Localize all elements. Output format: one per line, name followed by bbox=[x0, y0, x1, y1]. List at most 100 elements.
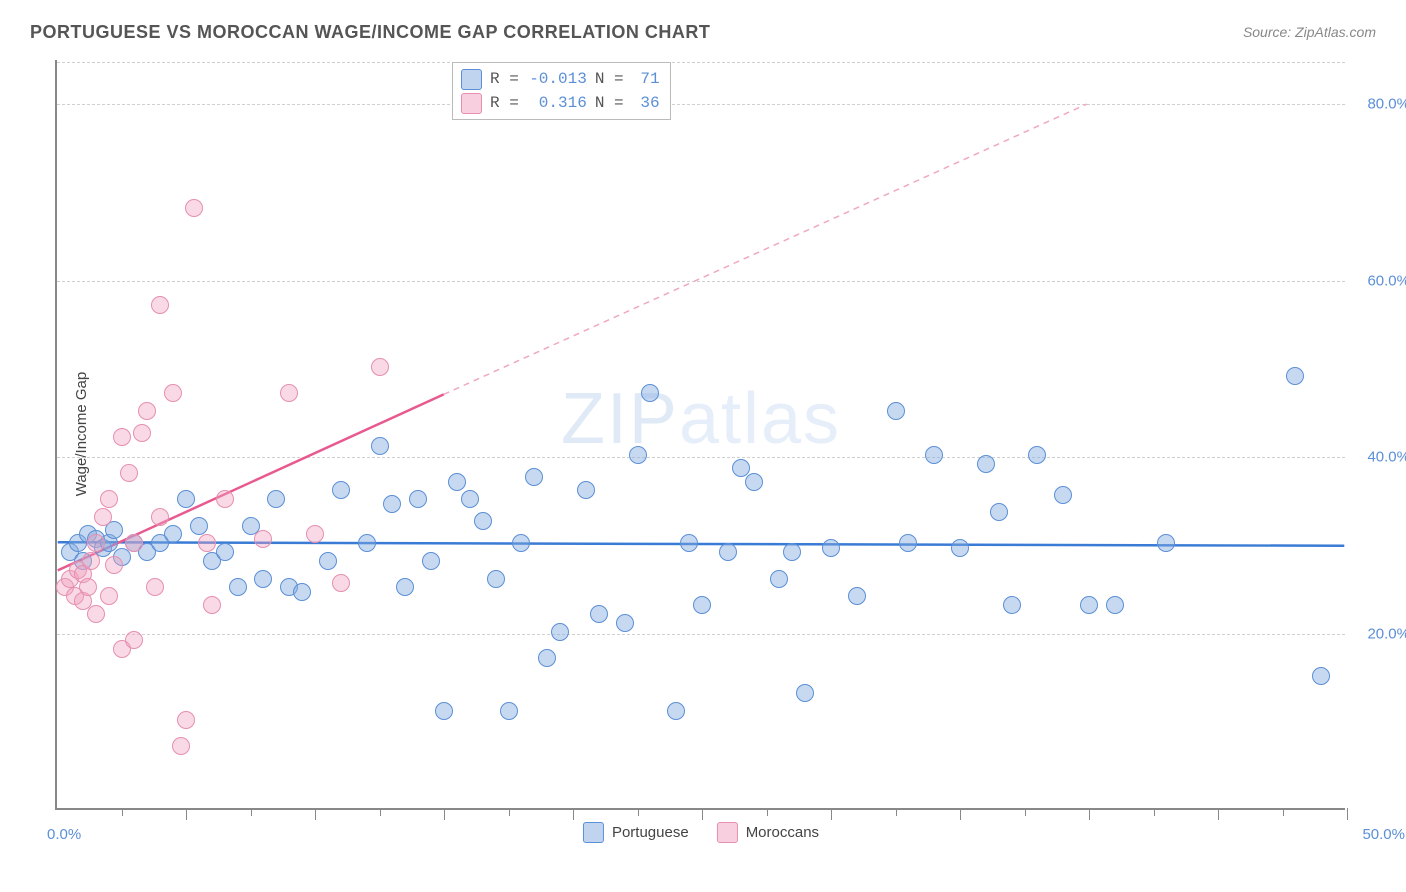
scatter-point bbox=[616, 614, 634, 632]
watermark-thin: atlas bbox=[679, 379, 841, 459]
x-tick-major bbox=[315, 808, 316, 820]
scatter-point bbox=[293, 583, 311, 601]
scatter-point bbox=[512, 534, 530, 552]
scatter-point bbox=[267, 490, 285, 508]
scatter-point bbox=[172, 737, 190, 755]
x-tick-major bbox=[573, 808, 574, 820]
scatter-point bbox=[745, 473, 763, 491]
x-tick-minor bbox=[251, 808, 252, 816]
scatter-point bbox=[1106, 596, 1124, 614]
scatter-point bbox=[1028, 446, 1046, 464]
scatter-point bbox=[100, 490, 118, 508]
x-axis-label-max: 50.0% bbox=[1362, 826, 1405, 843]
gridline-h bbox=[57, 457, 1345, 458]
scatter-point bbox=[164, 525, 182, 543]
x-tick-minor bbox=[122, 808, 123, 816]
scatter-point bbox=[177, 490, 195, 508]
scatter-point bbox=[796, 684, 814, 702]
x-tick-major bbox=[1347, 808, 1348, 820]
x-tick-minor bbox=[896, 808, 897, 816]
x-tick-major bbox=[960, 808, 961, 820]
stat-r-value: 0.316 bbox=[527, 91, 587, 115]
x-axis-label-min: 0.0% bbox=[47, 826, 81, 843]
scatter-point bbox=[500, 702, 518, 720]
scatter-point bbox=[848, 587, 866, 605]
scatter-point bbox=[146, 578, 164, 596]
scatter-point bbox=[719, 543, 737, 561]
scatter-point bbox=[332, 481, 350, 499]
scatter-point bbox=[577, 481, 595, 499]
x-tick-minor bbox=[1283, 808, 1284, 816]
legend-label: Portuguese bbox=[612, 824, 689, 841]
scatter-point bbox=[590, 605, 608, 623]
x-tick-major bbox=[444, 808, 445, 820]
scatter-point bbox=[216, 490, 234, 508]
stat-n-value: 71 bbox=[632, 67, 660, 91]
legend-item-moroccans: Moroccans bbox=[717, 822, 819, 843]
y-tick-label: 60.0% bbox=[1355, 272, 1406, 289]
scatter-point bbox=[629, 446, 647, 464]
scatter-point bbox=[538, 649, 556, 667]
scatter-point bbox=[319, 552, 337, 570]
scatter-point bbox=[198, 534, 216, 552]
swatch-moroccans bbox=[461, 93, 482, 114]
scatter-point bbox=[977, 455, 995, 473]
swatch-portuguese bbox=[583, 822, 604, 843]
scatter-point bbox=[667, 702, 685, 720]
scatter-point bbox=[113, 428, 131, 446]
scatter-point bbox=[474, 512, 492, 530]
y-tick-label: 80.0% bbox=[1355, 96, 1406, 113]
scatter-point bbox=[435, 702, 453, 720]
chart-title: PORTUGUESE VS MOROCCAN WAGE/INCOME GAP C… bbox=[30, 22, 710, 43]
gridline-h bbox=[57, 634, 1345, 635]
scatter-point bbox=[641, 384, 659, 402]
scatter-point bbox=[487, 570, 505, 588]
gridline-h bbox=[57, 281, 1345, 282]
x-tick-minor bbox=[380, 808, 381, 816]
scatter-point bbox=[951, 539, 969, 557]
scatter-point bbox=[105, 556, 123, 574]
scatter-point bbox=[1003, 596, 1021, 614]
scatter-point bbox=[151, 296, 169, 314]
source-label: Source: ZipAtlas.com bbox=[1243, 24, 1376, 40]
scatter-point bbox=[371, 437, 389, 455]
stat-r-label: R = bbox=[490, 91, 519, 115]
scatter-point bbox=[551, 623, 569, 641]
legend-item-portuguese: Portuguese bbox=[583, 822, 689, 843]
scatter-point bbox=[1312, 667, 1330, 685]
scatter-point bbox=[448, 473, 466, 491]
y-tick-label: 20.0% bbox=[1355, 625, 1406, 642]
scatter-point bbox=[409, 490, 427, 508]
trend-line bbox=[444, 104, 1087, 394]
scatter-point bbox=[254, 570, 272, 588]
scatter-point bbox=[1157, 534, 1175, 552]
scatter-point bbox=[138, 402, 156, 420]
scatter-point bbox=[190, 517, 208, 535]
scatter-point bbox=[229, 578, 247, 596]
scatter-point bbox=[899, 534, 917, 552]
scatter-point bbox=[100, 587, 118, 605]
x-tick-minor bbox=[1025, 808, 1026, 816]
scatter-point bbox=[133, 424, 151, 442]
y-axis-label: Wage/Income Gap bbox=[73, 372, 90, 497]
x-tick-major bbox=[186, 808, 187, 820]
scatter-point bbox=[358, 534, 376, 552]
scatter-point bbox=[164, 384, 182, 402]
scatter-point bbox=[461, 490, 479, 508]
scatter-point bbox=[87, 605, 105, 623]
scatter-point bbox=[1286, 367, 1304, 385]
stat-n-label: N = bbox=[595, 91, 624, 115]
scatter-point bbox=[525, 468, 543, 486]
legend-label: Moroccans bbox=[746, 824, 819, 841]
scatter-point bbox=[87, 534, 105, 552]
x-tick-minor bbox=[1154, 808, 1155, 816]
x-tick-minor bbox=[767, 808, 768, 816]
legend-stats-row: R = 0.316 N = 36 bbox=[461, 91, 660, 115]
scatter-point bbox=[151, 508, 169, 526]
scatter-point bbox=[770, 570, 788, 588]
scatter-point bbox=[306, 525, 324, 543]
scatter-point bbox=[693, 596, 711, 614]
stat-r-label: R = bbox=[490, 67, 519, 91]
scatter-point bbox=[422, 552, 440, 570]
plot-area: Wage/Income Gap ZIPatlas 20.0%40.0%60.0%… bbox=[55, 60, 1345, 810]
